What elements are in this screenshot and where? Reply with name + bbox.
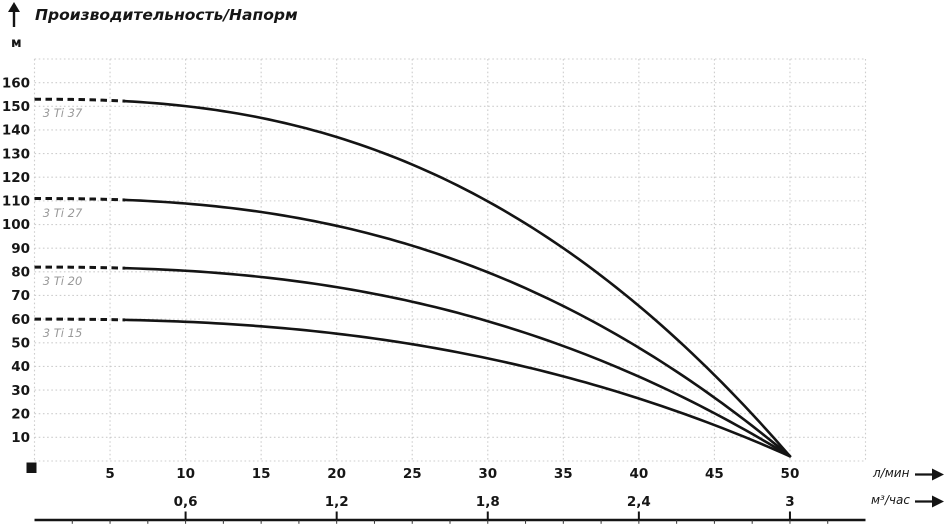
y-tick-label: 80 [11, 265, 30, 281]
pump-curve [123, 318, 792, 458]
x-axis-arrow-lmin-icon [915, 468, 944, 481]
y-tick-label: 100 [2, 217, 30, 233]
y-axis-unit-label: м [11, 36, 22, 51]
x-tick-label: 50 [781, 466, 800, 482]
x-tick-label: 20 [327, 466, 346, 482]
pump-curve-dashed-start [34, 317, 126, 322]
y-axis-arrow-icon [8, 2, 20, 27]
y-tick-label: 130 [2, 146, 30, 162]
flow-tick-label: 1,2 [325, 494, 349, 510]
y-tick-label: 60 [11, 312, 30, 328]
pump-curve-dashed-start [34, 197, 126, 202]
x-axis-unit-m3h-label: м³/час [871, 493, 910, 507]
x-tick-label: 10 [176, 466, 195, 482]
y-tick-label: 150 [2, 99, 30, 115]
x-tick-label: 15 [252, 466, 271, 482]
x-tick-label: 25 [403, 466, 422, 482]
x-tick-label: 5 [105, 466, 114, 482]
chart-title: Производительность/Напорм [35, 6, 298, 24]
flow-tick-label: 3 [785, 494, 794, 510]
y-tick-label: 160 [2, 75, 30, 91]
curve-label: 3 Ti 27 [42, 205, 83, 220]
flow-tick-label: 0,6 [174, 494, 198, 510]
pump-curve [123, 266, 792, 458]
pump-curve [123, 99, 792, 458]
pump-curve-dashed-start [34, 265, 126, 270]
curves-layer [34, 97, 792, 458]
flow-tick-label: 1,8 [476, 494, 500, 510]
flow-tick-label: 2,4 [627, 494, 651, 510]
x-axis-arrow-m3h-icon [915, 495, 944, 508]
y-tick-label: 40 [11, 359, 30, 375]
x-tick-label: 45 [705, 466, 724, 482]
curve-label: 3 Ti 37 [42, 106, 83, 121]
x-tick-label: 30 [478, 466, 497, 482]
y-tick-label: 10 [11, 430, 30, 446]
pump-curve-dashed-start [34, 97, 126, 103]
origin-marker [26, 462, 37, 473]
x-tick-label: 35 [554, 466, 573, 482]
y-tick-label: 110 [2, 194, 30, 210]
axis-layer: 10 20 30 40 50 60 70 80 90 100 110 120 130 140 150 160 5… [2, 75, 866, 524]
y-tick-label: 90 [11, 241, 30, 257]
curve-label: 3 Ti 15 [42, 326, 83, 341]
y-tick-label: 140 [2, 123, 30, 139]
y-tick-label: 50 [11, 335, 30, 351]
x-axis-unit-lmin-label: л/мин [873, 466, 910, 480]
pump-curve [123, 198, 792, 458]
x-tick-label: 40 [629, 466, 648, 482]
y-tick-label: 70 [11, 288, 30, 304]
y-tick-label: 120 [2, 170, 30, 186]
curve-label: 3 Ti 20 [42, 274, 83, 289]
y-tick-label: 30 [11, 383, 30, 399]
y-tick-label: 20 [11, 406, 30, 422]
